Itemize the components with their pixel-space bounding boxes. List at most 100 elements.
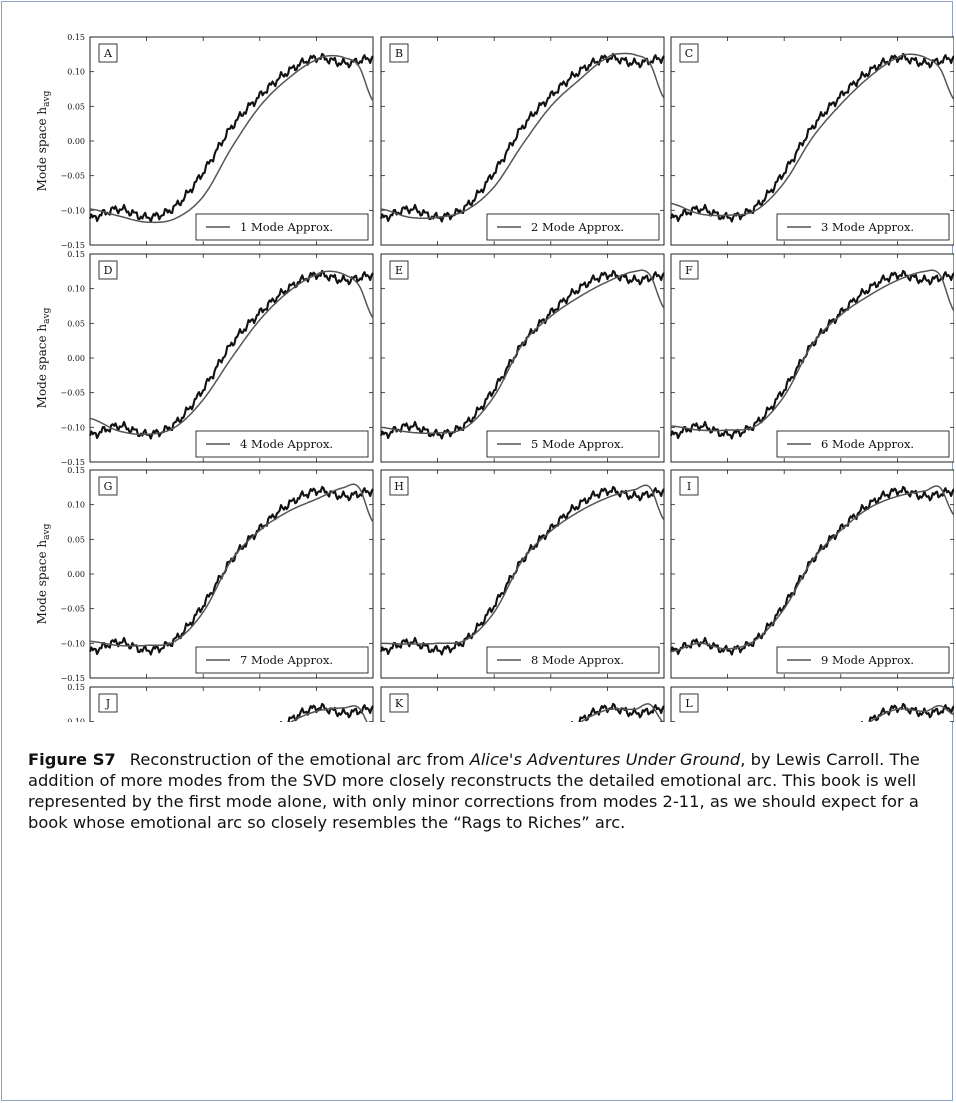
- y-tick-label: −0.15: [60, 458, 85, 467]
- panel-letter: C: [685, 47, 693, 60]
- mode-approx-line: [89, 270, 374, 436]
- caption-book-title: Alice's Adventures Under Ground: [469, 750, 741, 769]
- panel-C: C 3 Mode Approx.: [670, 36, 954, 246]
- panel-letter: H: [394, 480, 404, 493]
- panel-letter: K: [395, 697, 404, 710]
- y-axis-label-main: Mode space h: [35, 107, 49, 192]
- y-axis-label-sub: avg: [42, 307, 52, 323]
- y-tick-label: 0.15: [67, 466, 85, 475]
- plot-area: [670, 686, 954, 722]
- legend-label: 1 Mode Approx.: [240, 220, 333, 234]
- mode-approx-line: [380, 269, 665, 435]
- figure-panels: 0.15 0.10 0.05 0.00 −0.05 −0.10 −0.15 A 1 Mode A…: [35, 33, 954, 722]
- panel-letter: A: [103, 47, 113, 60]
- legend-label: 3 Mode Approx.: [821, 220, 914, 234]
- panel-letter: G: [104, 480, 113, 493]
- panel-K: 020406080100K11 Mode Approx.: [380, 686, 665, 722]
- y-tick-label: 0.00: [67, 137, 85, 146]
- plot-area: [380, 253, 665, 463]
- panel-letter-box: [389, 43, 409, 63]
- mode-approx-line: [670, 485, 954, 653]
- plot-area: [670, 469, 954, 679]
- mode-approx-line: [670, 269, 954, 432]
- panel-letter-box: [389, 476, 409, 496]
- plot-area: [380, 686, 665, 722]
- y-axis-label-main: Mode space h: [35, 540, 49, 625]
- y-tick-label: 0.00: [67, 354, 85, 363]
- y-tick-label: 0.10: [67, 718, 85, 722]
- panel-F: F 6 Mode Approx.: [670, 253, 954, 463]
- y-axis-label: Mode space havg: [35, 307, 52, 408]
- y-tick-label: 0.10: [67, 68, 85, 77]
- original-arc-line: [89, 269, 374, 440]
- mode-approx-line: [670, 53, 954, 217]
- mode-approx-line: [380, 484, 665, 645]
- panel-letter-box: [679, 476, 699, 496]
- y-axis-label-sub: avg: [42, 523, 52, 539]
- panel-letter-box: [389, 693, 409, 713]
- panel-G: 0.15 0.10 0.05 0.00 −0.05 −0.10 −0.15 G 7 Mode A…: [60, 466, 374, 683]
- panel-letter: F: [685, 264, 693, 277]
- legend-label: 2 Mode Approx.: [531, 220, 624, 234]
- y-tick-label: −0.05: [60, 172, 85, 181]
- mode-approx-line: [289, 705, 368, 722]
- y-tick-label: 0.00: [67, 570, 85, 579]
- y-tick-label: 0.05: [67, 102, 85, 111]
- panel-J: 0.150.100.050.00−0.05−0.10−0.15020406080…: [67, 683, 374, 722]
- panel-I: I 9 Mode Approx.: [670, 469, 954, 679]
- plot-area: [89, 469, 374, 679]
- panel-D: 0.15 0.10 0.05 0.00 −0.05 −0.10 −0.15 D 4 Mode A…: [60, 250, 374, 467]
- caption-label: Figure S7: [28, 750, 116, 769]
- panel-letter: D: [104, 264, 113, 277]
- legend-label: 6 Mode Approx.: [821, 437, 914, 451]
- y-tick-label: −0.05: [60, 605, 85, 614]
- caption-text-after: , by Lewis Carroll. The addition of more…: [28, 750, 920, 832]
- panel-E: E 5 Mode Approx.: [380, 253, 665, 463]
- original-arc-line: [380, 52, 665, 223]
- legend-box: [195, 213, 369, 241]
- y-tick-label: −0.05: [60, 389, 85, 398]
- panel-letter-box: [98, 43, 118, 63]
- legend-label: 4 Mode Approx.: [240, 437, 333, 451]
- caption-text-before: Reconstruction of the emotional arc from: [129, 750, 465, 769]
- y-tick-label: −0.10: [60, 639, 85, 648]
- figure-caption: Figure S7 Reconstruction of the emotional…: [28, 749, 940, 833]
- original-arc-line: [670, 52, 954, 223]
- panel-letter-box: [98, 260, 118, 280]
- mode-approx-line: [868, 704, 954, 722]
- panel-letter: J: [105, 697, 110, 710]
- panel-letter-box: [98, 693, 118, 713]
- y-tick-label: 0.05: [67, 319, 85, 328]
- legend-label: 5 Mode Approx.: [531, 437, 624, 451]
- y-tick-label: 0.10: [67, 501, 85, 510]
- y-tick-label: 0.15: [67, 250, 85, 259]
- y-tick-label: −0.10: [60, 206, 85, 215]
- y-tick-label: 0.05: [67, 535, 85, 544]
- original-arc-line: [380, 269, 665, 440]
- plot-area: [670, 253, 954, 463]
- panel-letter: B: [395, 47, 403, 60]
- legend-label: 9 Mode Approx.: [821, 653, 914, 667]
- mode-approx-line: [89, 54, 374, 224]
- panel-L: 020406080100L12 Mode Approx.: [670, 686, 954, 722]
- y-axis-label-sub: avg: [42, 90, 52, 106]
- y-axis-label: Mode space havg: [35, 523, 52, 624]
- plot-area: [670, 36, 954, 246]
- plot-area: [380, 36, 665, 246]
- plot-area: [89, 36, 374, 246]
- mode-approx-line: [380, 52, 665, 219]
- panel-letter: I: [687, 480, 691, 493]
- panel-letter-box: [679, 260, 699, 280]
- panel-letter-box: [98, 476, 118, 496]
- legend-label: 7 Mode Approx.: [240, 653, 333, 667]
- original-arc-line: [380, 485, 665, 656]
- plot-area: [89, 686, 374, 722]
- y-tick-label: −0.15: [60, 674, 85, 683]
- mode-approx-line: [579, 703, 664, 722]
- panel-letter-box: [679, 43, 699, 63]
- panel-B: B 2 Mode Approx.: [380, 36, 665, 246]
- y-tick-label: 0.10: [67, 285, 85, 294]
- panel-letter: E: [395, 264, 403, 277]
- panel-A: 0.15 0.10 0.05 0.00 −0.05 −0.10 −0.15 A 1 Mode A…: [60, 33, 374, 250]
